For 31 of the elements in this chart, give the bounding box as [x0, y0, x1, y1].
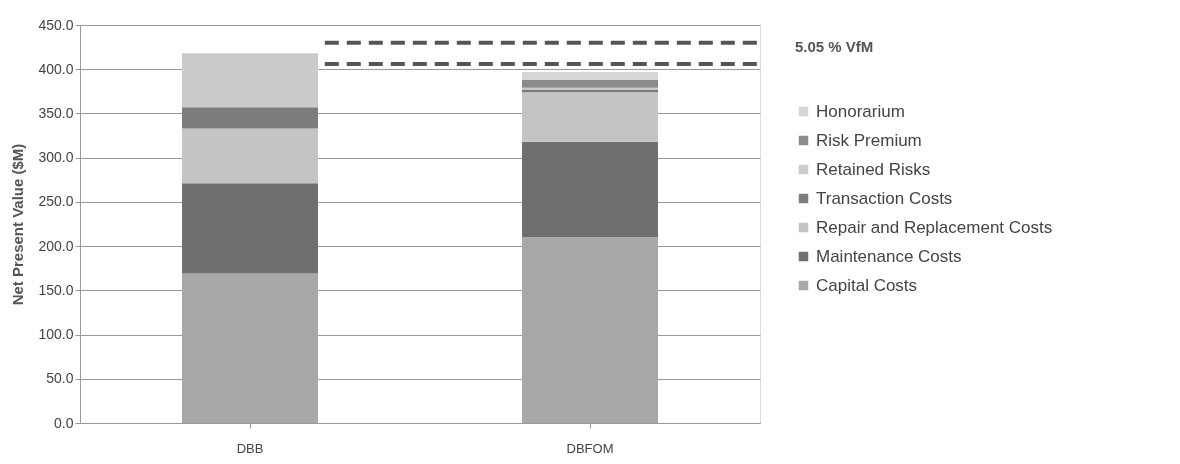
bar: [522, 71, 658, 80]
legend-label: Honorarium: [816, 101, 905, 121]
x-tick-label: DBFOM: [566, 440, 614, 456]
y-axis-title: Net Present Value ($M): [9, 143, 27, 306]
legend-label: Capital Costs: [816, 275, 918, 295]
bar: [522, 141, 658, 238]
y-tick-label: 100.0: [38, 326, 74, 343]
y-tick-label: 400.0: [38, 60, 74, 77]
legend-label: Retained Risks: [816, 159, 931, 179]
y-tick-label: 300.0: [38, 149, 74, 166]
y-tick-label: 150.0: [38, 281, 74, 298]
legend-label: Risk Premium: [816, 130, 922, 150]
bar: [522, 237, 658, 423]
bar: [182, 273, 318, 423]
legend-label: Maintenance Costs: [816, 246, 962, 266]
y-tick-label: 0.0: [54, 414, 74, 431]
y-tick-label: 350.0: [38, 104, 74, 121]
bar: [182, 128, 318, 184]
legend-label: Repair and Replacement Costs: [816, 217, 1053, 237]
bar: [522, 79, 658, 88]
y-tick-label: 450.0: [38, 16, 74, 33]
bar: [182, 53, 318, 108]
legend-label: Transaction Costs: [816, 188, 953, 208]
bar: [182, 183, 318, 274]
bar: [522, 92, 658, 142]
text: 5.05 % VfM: [795, 38, 874, 55]
y-tick-label: 200.0: [38, 237, 74, 254]
y-tick-label: 250.0: [38, 193, 74, 210]
x-tick-label: DBB: [236, 440, 264, 456]
y-tick-label: 50.0: [46, 370, 74, 387]
bar: [182, 107, 318, 129]
